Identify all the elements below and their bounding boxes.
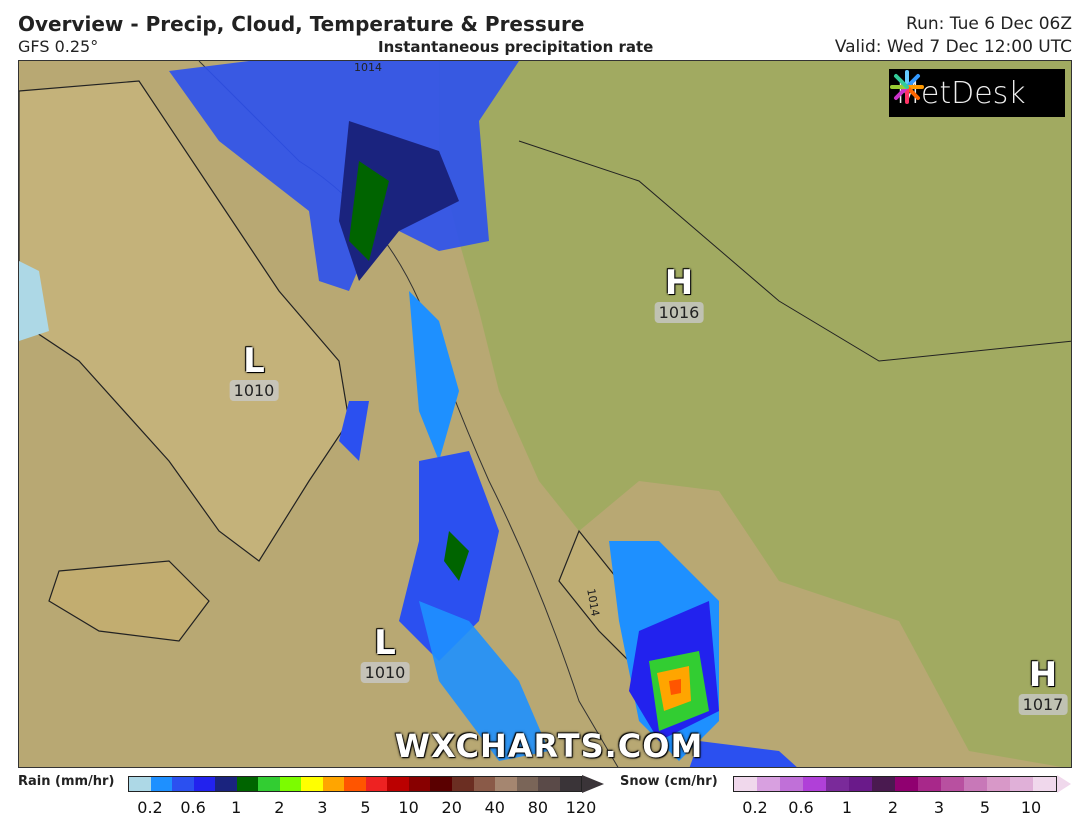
italy-land — [19, 80, 350, 562]
colorbar-swatch — [516, 777, 539, 791]
colorbar-swatch — [872, 777, 895, 791]
colorbar-tick-label: 40 — [484, 798, 505, 817]
colorbar-swatch — [150, 777, 173, 791]
snow-colorbar — [733, 776, 1057, 792]
balkans-land — [439, 61, 1071, 767]
colorbar-swatch — [215, 777, 237, 791]
snow-colorbar-arrow — [1057, 775, 1071, 793]
precip-areas — [19, 61, 797, 767]
colorbar-tick-label: 2 — [274, 798, 285, 817]
colorbar-swatch — [1033, 777, 1056, 791]
isobar-label: 1014 — [354, 61, 382, 74]
colorbar-swatch — [987, 777, 1010, 791]
rain-colorbar-arrow — [582, 775, 604, 793]
colorbar-tick-label: 0.2 — [742, 798, 768, 817]
colorbar-swatch — [322, 777, 345, 791]
valid-time: Valid: Wed 7 Dec 12:00 UTC — [834, 37, 1072, 57]
low-pressure-label: L 1010 — [360, 626, 410, 683]
colorbar-swatch — [849, 777, 872, 791]
border-lines — [518, 140, 1071, 362]
colorbar-swatch — [172, 777, 194, 791]
colorbar-tick-label: 1 — [231, 798, 242, 817]
colorbar-swatch — [193, 777, 216, 791]
snow-legend-label: Snow (cm/hr) — [620, 774, 718, 789]
colorbar-swatch — [129, 777, 151, 791]
colorbar-tick-label: 0.6 — [788, 798, 814, 817]
colorbar-swatch — [538, 777, 560, 791]
colorbar-swatch — [895, 777, 918, 791]
colorbar-swatch — [279, 777, 302, 791]
colorbar-swatch — [258, 777, 280, 791]
colorbar-swatch — [473, 777, 496, 791]
metdesk-logo: MetDesk — [889, 69, 1065, 117]
map-canvas — [19, 61, 1071, 767]
chart-title: Overview - Precip, Cloud, Temperature & … — [18, 12, 585, 36]
colorbar-swatch — [1010, 777, 1033, 791]
colorbar-tick-label: 5 — [979, 798, 991, 817]
colorbar-swatch — [964, 777, 987, 791]
run-time: Run: Tue 6 Dec 06Z — [906, 14, 1072, 34]
colorbar-swatch — [826, 777, 849, 791]
colorbar-tick-label: 20 — [441, 798, 462, 817]
model-label: GFS 0.25° — [18, 37, 99, 56]
colorbar-tick-label: 0.6 — [180, 798, 206, 817]
colorbar-tick-label: 1 — [841, 798, 853, 817]
map-area: H 1016 L 1010 L 1010 H 1017 1014 1014 MetDes… — [18, 60, 1072, 768]
sicily-land — [48, 560, 210, 642]
colorbar-tick-label: 10 — [398, 798, 419, 817]
colorbar-swatch — [408, 777, 431, 791]
colorbar-tick-label: 0.2 — [137, 798, 163, 817]
high-pressure-label: H 1016 — [654, 266, 704, 323]
colorbar-swatch — [430, 777, 452, 791]
colorbar-tick-label: 3 — [933, 798, 945, 817]
colorbar-tick-label: 80 — [527, 798, 549, 817]
colorbar-swatch — [365, 777, 388, 791]
chart-subtitle: Instantaneous precipitation rate — [378, 38, 654, 56]
colorbar-swatch — [918, 777, 941, 791]
colorbar-tick-label: 5 — [360, 798, 371, 817]
colorbar-tick-label: 3 — [317, 798, 328, 817]
metdesk-sunburst-icon — [890, 70, 924, 104]
colorbar-swatch — [780, 777, 803, 791]
colorbar-swatch — [344, 777, 366, 791]
colorbar-swatch — [757, 777, 780, 791]
colorbar-swatch — [734, 777, 757, 791]
rain-colorbar — [128, 776, 582, 792]
colorbar-swatch — [559, 777, 582, 791]
colorbar-swatch — [803, 777, 826, 791]
colorbar-swatch — [495, 777, 517, 791]
colorbar-tick-label: 120 — [565, 798, 597, 817]
colorbar-swatch — [387, 777, 409, 791]
colorbar-swatch — [236, 777, 259, 791]
colorbar-tick-label: 10 — [1020, 798, 1042, 817]
high-pressure-label: H 1017 — [1018, 658, 1068, 715]
colorbar-swatch — [941, 777, 964, 791]
rain-legend-label: Rain (mm/hr) — [18, 774, 115, 789]
colorbar-swatch — [301, 777, 323, 791]
low-pressure-label: L 1010 — [229, 344, 279, 401]
colorbar-tick-label: 2 — [887, 798, 899, 817]
colorbar-swatch — [451, 777, 474, 791]
watermark: WXCHARTS.COM — [394, 727, 704, 765]
